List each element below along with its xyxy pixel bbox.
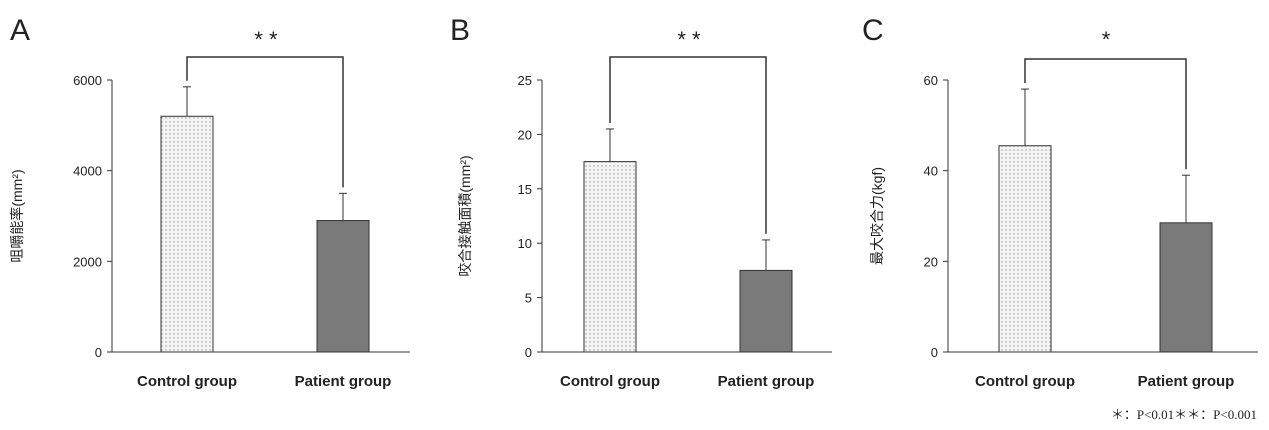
- significance-footnote: ＊：P<0.01＊＊：P<0.001: [1110, 407, 1257, 422]
- y-tick-label: 40: [924, 164, 938, 179]
- category-label: Control group: [975, 373, 1075, 390]
- bar-control-group: [160, 115, 214, 353]
- bar-patient-group: [316, 220, 370, 353]
- y-axis-label: 咬合接触面積(mm²): [457, 155, 473, 276]
- panel-b: B 咬合接触面積(mm²) 0 5 10 15 20 25 Control group Patie…: [450, 14, 832, 390]
- significance-bracket: [186, 56, 344, 188]
- y-tick-label: 20: [518, 127, 532, 142]
- y-tick-label: 25: [518, 73, 532, 88]
- y-tick-label: 2000: [73, 254, 102, 269]
- category-label: Patient group: [295, 373, 392, 390]
- y-tick-label: 4000: [73, 164, 102, 179]
- y-tick-label: 0: [931, 345, 938, 360]
- bar-control-group: [998, 145, 1052, 353]
- significance-marker: *: [1102, 27, 1111, 52]
- significance-bracket: [609, 56, 767, 234]
- bar-patient-group: [1159, 222, 1213, 353]
- y-tick-label: 60: [924, 73, 938, 88]
- significance-marker: * *: [254, 27, 278, 52]
- y-tick-label: 0: [525, 345, 532, 360]
- y-tick-label: 0: [95, 345, 102, 360]
- panel-label: B: [450, 14, 470, 47]
- bar-patient-group: [739, 269, 793, 353]
- panel-a: A 咀嚼能率(mm²) 0 2000 4000 6000 Control group Pati…: [9, 14, 410, 390]
- y-axis-label: 咀嚼能率(mm²): [9, 169, 25, 262]
- significance-bracket: [1024, 58, 1187, 170]
- y-tick-label: 10: [518, 236, 532, 251]
- category-label: Patient group: [1138, 373, 1235, 390]
- category-label: Patient group: [718, 373, 815, 390]
- y-axis-label: 最大咬合力(kgf): [869, 167, 885, 265]
- y-tick-label: 6000: [73, 73, 102, 88]
- category-label: Control group: [560, 373, 660, 390]
- y-tick-label: 20: [924, 254, 938, 269]
- panel-c: C 最大咬合力(kgf) 0 20 40 60 Control group Patient g…: [862, 14, 1258, 390]
- significance-marker: * *: [677, 27, 701, 52]
- category-label: Control group: [137, 373, 237, 390]
- panel-label: A: [10, 14, 30, 47]
- y-tick-label: 5: [525, 291, 532, 306]
- bar-control-group: [583, 161, 637, 353]
- y-tick-label: 15: [518, 182, 532, 197]
- panel-label: C: [862, 14, 884, 47]
